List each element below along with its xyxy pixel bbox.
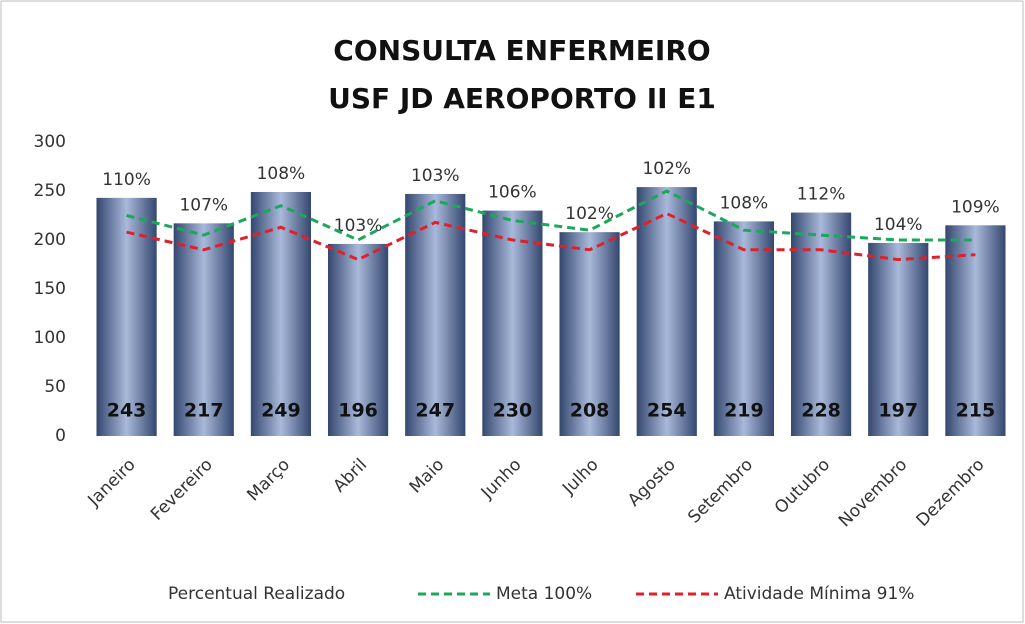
bar-value-label: 230 bbox=[493, 400, 533, 422]
chart-subtitle: USF JD AEROPORTO II E1 bbox=[328, 82, 716, 115]
legend-label: Atividade Mínima 91% bbox=[724, 584, 914, 604]
chart-title: CONSULTA ENFERMEIRO bbox=[333, 34, 710, 67]
bar bbox=[559, 232, 620, 436]
bar-value-label: 219 bbox=[724, 400, 764, 422]
y-tick-label: 50 bbox=[44, 377, 66, 397]
percent-label: 106% bbox=[488, 183, 537, 203]
bar bbox=[173, 223, 234, 436]
y-tick-label: 150 bbox=[34, 279, 66, 299]
percent-label: 108% bbox=[720, 193, 769, 213]
percent-label: 110% bbox=[102, 170, 151, 190]
y-tick-label: 250 bbox=[34, 181, 66, 201]
bar bbox=[636, 187, 697, 436]
bar bbox=[250, 191, 312, 436]
percent-label: 108% bbox=[257, 164, 306, 184]
bar bbox=[327, 243, 389, 436]
percent-label: 107% bbox=[179, 195, 228, 215]
percent-label: 102% bbox=[565, 204, 614, 224]
y-tick-label: 300 bbox=[34, 132, 66, 152]
y-tick-label: 200 bbox=[34, 230, 66, 250]
percent-label: 104% bbox=[874, 215, 923, 235]
bar-value-label: 217 bbox=[184, 400, 224, 422]
y-tick-label: 100 bbox=[34, 328, 66, 348]
percent-label: 109% bbox=[951, 197, 1000, 217]
bar bbox=[945, 225, 1006, 436]
legend-label: Meta 100% bbox=[496, 584, 592, 604]
bar bbox=[868, 242, 929, 436]
legend-label: Percentual Realizado bbox=[168, 584, 345, 604]
percent-label: 103% bbox=[334, 216, 383, 236]
line-series bbox=[126, 189, 976, 242]
y-tick-label: 0 bbox=[55, 426, 66, 446]
bar-value-label: 215 bbox=[956, 400, 996, 422]
bar-value-label: 249 bbox=[261, 400, 301, 422]
percent-label: 102% bbox=[642, 159, 691, 179]
bar bbox=[482, 210, 543, 436]
bar-value-label: 208 bbox=[570, 400, 610, 422]
bar-value-label: 243 bbox=[107, 400, 147, 422]
bar-value-label: 247 bbox=[415, 400, 455, 422]
bar-value-label: 254 bbox=[647, 400, 687, 422]
bar-value-label: 228 bbox=[801, 400, 841, 422]
bar bbox=[713, 221, 775, 436]
percent-label: 103% bbox=[411, 166, 460, 186]
line-series bbox=[126, 211, 976, 262]
bar-value-label: 196 bbox=[338, 400, 378, 422]
bar-value-label: 197 bbox=[878, 400, 918, 422]
percent-label: 112% bbox=[797, 185, 846, 205]
bar bbox=[405, 193, 466, 436]
